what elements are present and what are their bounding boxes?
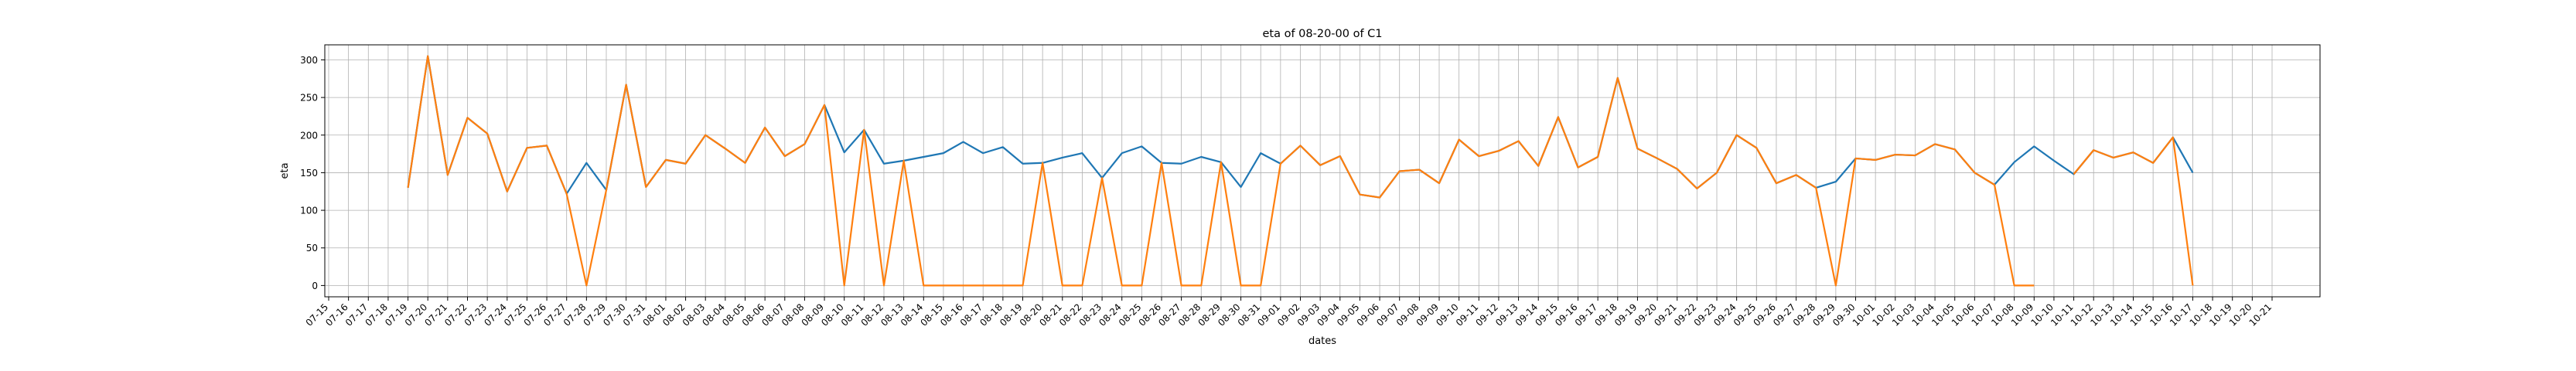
y-tick-label: 0 — [312, 281, 318, 291]
y-tick-label: 100 — [300, 206, 318, 216]
y-tick-label: 250 — [300, 93, 318, 104]
y-tick-label: 50 — [306, 243, 318, 254]
y-tick-label: 200 — [300, 130, 318, 141]
plot-frame — [324, 44, 2321, 298]
grid — [325, 45, 2320, 297]
y-axis-label: eta — [279, 162, 291, 179]
x-axis-label: dates — [1308, 335, 1336, 347]
series-line-2 — [407, 55, 2194, 287]
y-tick-label: 150 — [300, 168, 318, 179]
y-axis: 0 50 100 150 200 250 300 — [300, 55, 325, 291]
series-layer — [407, 55, 2194, 287]
chart-title: eta of 08-20-00 of C1 — [1262, 28, 1382, 40]
y-tick-label: 300 — [300, 55, 318, 66]
